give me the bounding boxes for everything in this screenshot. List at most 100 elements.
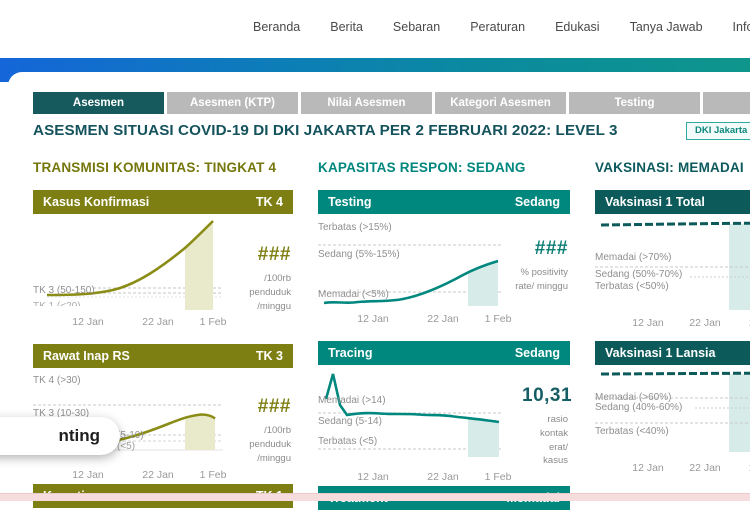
x-axis: 12 Jan 22 Jan 1 Feb: [33, 313, 293, 331]
nav-item-peraturan[interactable]: Peraturan: [470, 20, 526, 34]
tab-nilai-asesmen[interactable]: Nilai Asesmen: [301, 92, 432, 114]
region-selector[interactable]: DKI Jakarta: [686, 122, 750, 140]
section-title-vaksinasi: VAKSINASI: MEMADAI: [595, 160, 744, 175]
nav-item-edukasi[interactable]: Edukasi: [555, 20, 600, 34]
x-axis: 12 Jan 22 Jan 1 Feb: [318, 310, 570, 328]
x-axis: 12 Jan 22 Jan 1 Feb: [33, 466, 293, 484]
section-title-kapasitas: KAPASITAS RESPON: SEDANG: [318, 160, 526, 175]
top-navigation: Beranda Berita Sebaran Peraturan Edukasi…: [0, 0, 750, 58]
x-tick: 12 Jan: [72, 316, 104, 329]
section-kapasitas-respon: KAPASITAS RESPON: SEDANG Testing Sedang …: [318, 160, 573, 510]
threshold-label: Terbatas (<50%): [595, 281, 669, 292]
x-tick: 1 Feb: [199, 316, 227, 329]
x-tick: 1 Feb: [740, 462, 750, 474]
threshold-label: TK 3 (50-150): [33, 285, 95, 296]
level-badge: TK 4: [255, 195, 283, 209]
x-tick: 22 Jan: [689, 462, 721, 474]
tab-asesmen[interactable]: Asesmen: [33, 92, 164, 114]
metric-unit: rasio kontak erat/ kasus: [540, 414, 568, 467]
tab-asesmen-ktp[interactable]: Asesmen (KTP): [167, 92, 298, 114]
card-title: Vaksinasi 1 Lansia: [605, 346, 716, 360]
x-tick: 22 Jan: [427, 471, 459, 484]
threshold-label: (5-10): [117, 430, 144, 442]
x-tick: 12 Jan: [632, 317, 664, 329]
nav-item-berita[interactable]: Berita: [330, 20, 363, 34]
threshold-label: Terbatas (<40%): [595, 426, 669, 437]
metric-unit: /100rb penduduk /minggu: [249, 425, 291, 464]
kasus-konfirmasi-chart: TK 3 (50-150) TK 1 (<20): [33, 218, 225, 310]
x-tick: 12 Jan: [357, 471, 389, 484]
threshold-label: TK 3 (10-30): [33, 408, 90, 420]
tab-bar: Asesmen Asesmen (KTP) Nilai Asesmen Kate…: [33, 92, 750, 114]
metric-value: ###: [257, 244, 291, 265]
section-transmisi: TRANSMISI KOMUNITAS: TINGKAT 4 Kasus Kon…: [33, 160, 293, 510]
threshold-label: Memadai (>60%): [595, 392, 672, 403]
level-badge: Sedang: [514, 195, 560, 209]
card-kasus-konfirmasi: Kasus Konfirmasi TK 4 TK 3 (50-150) TK 1…: [33, 190, 293, 331]
testing-chart: Terbatas (>15%) Sedang (5%-15%) Memadai …: [318, 218, 504, 310]
nav-item-tanya-jawab[interactable]: Tanya Jawab: [629, 20, 703, 34]
card-vaksinasi-1-total: Vaksinasi 1 Total Memadai (>70%) Sedang …: [595, 190, 750, 332]
threshold-label: Memadai (>14): [318, 395, 386, 406]
metric-value: ###: [257, 396, 291, 418]
x-tick: 1 Feb: [484, 471, 512, 484]
x-tick: 22 Jan: [142, 468, 174, 481]
tab-kategori-asesmen[interactable]: Kategori Asesmen: [435, 92, 566, 114]
nav-item-info-penting[interactable]: Info Penting: [732, 20, 750, 34]
nav-item-beranda[interactable]: Beranda: [253, 20, 301, 34]
threshold-label: TK 4 (>30): [33, 375, 81, 387]
threshold-label: Memadai (>70%): [595, 252, 672, 263]
card-title: Tracing: [328, 346, 373, 360]
x-tick: 12 Jan: [357, 313, 389, 325]
x-tick: 22 Jan: [427, 313, 459, 325]
card-title: Testing: [328, 195, 372, 209]
page-title: ASESMEN SITUASI COVID-19 DI DKI JAKARTA …: [33, 122, 618, 139]
bottom-banner-edge: [0, 493, 750, 501]
card-tracing: Tracing Sedang Memadai (>14) Sedang (5-1…: [318, 341, 573, 486]
card-title: Rawat Inap RS: [43, 349, 130, 364]
threshold-label: TK 1 (<20): [33, 301, 81, 306]
x-tick: 12 Jan: [632, 462, 664, 474]
metric-unit: % positivity rate/ minggu: [515, 267, 568, 292]
threshold-label: Terbatas (>15%): [318, 222, 392, 233]
x-axis: 12 Jan 22 Jan 1 Feb: [595, 314, 750, 332]
section-vaksinasi: VAKSINASI: MEMADAI Vaksinasi 1 Total Mem…: [595, 160, 750, 510]
section-title-transmisi: TRANSMISI KOMUNITAS: TINGKAT 4: [33, 160, 277, 175]
threshold-label: Sedang (40%-60%): [595, 402, 683, 413]
content-panel: [8, 72, 750, 500]
card-vaksinasi-1-lansia: Vaksinasi 1 Lansia Memadai (>60%) Sedang…: [595, 341, 750, 477]
floating-info-button[interactable]: nting: [0, 417, 120, 455]
card-title: Vaksinasi 1 Total: [605, 195, 705, 209]
x-tick: 1 Feb: [484, 313, 512, 325]
x-tick: 22 Jan: [689, 317, 721, 329]
metric-value: ###: [534, 238, 568, 259]
level-badge: Sedang: [514, 346, 560, 360]
x-tick: 22 Jan: [142, 316, 174, 329]
metric-unit: /100rb penduduk /minggu: [249, 273, 291, 312]
x-tick: 1 Feb: [740, 317, 750, 329]
level-badge: TK 3: [255, 349, 283, 364]
floating-info-button-label: nting: [58, 426, 100, 445]
x-axis: 12 Jan 22 Jan 1 Feb: [595, 459, 750, 477]
tracing-chart: Memadai (>14) Sedang (5-14) Terbatas (<5…: [318, 369, 504, 462]
card-rawat-inap: Rawat Inap RS TK 3 TK 4 (>30) TK 3 (10-3…: [33, 344, 293, 483]
vaksinasi-total-chart: Memadai (>70%) Sedang (50%-70%) Terbatas…: [595, 218, 750, 314]
nav-item-sebaran[interactable]: Sebaran: [392, 20, 441, 34]
threshold-label: Sedang (5-14): [318, 416, 382, 427]
threshold-label: Sedang (5%-15%): [318, 249, 400, 260]
card-title: Kasus Konfirmasi: [43, 195, 150, 209]
threshold-label: Sedang (50%-70%): [595, 269, 683, 280]
threshold-label: Terbatas (<5): [318, 436, 378, 447]
assessment-columns: TRANSMISI KOMUNITAS: TINGKAT 4 Kasus Kon…: [33, 160, 750, 510]
threshold-label: Memadai (<5%): [318, 289, 389, 300]
tab-testing[interactable]: Testing: [569, 92, 700, 114]
vaksinasi-lansia-chart: Memadai (>60%) Sedang (40%-60%) Terbatas…: [595, 369, 750, 459]
x-axis: 12 Jan 22 Jan 1 Feb: [318, 468, 570, 486]
nav-menu: Beranda Berita Sebaran Peraturan Edukasi…: [253, 20, 750, 34]
metric-value: 10,31: [522, 385, 573, 406]
tab-clipped[interactable]: [703, 92, 750, 114]
x-tick: 1 Feb: [199, 468, 227, 481]
threshold-label: (<5): [117, 441, 136, 453]
card-testing: Testing Sedang Terbatas (>15%) Sedang (5…: [318, 190, 570, 328]
x-tick: 12 Jan: [72, 468, 104, 481]
